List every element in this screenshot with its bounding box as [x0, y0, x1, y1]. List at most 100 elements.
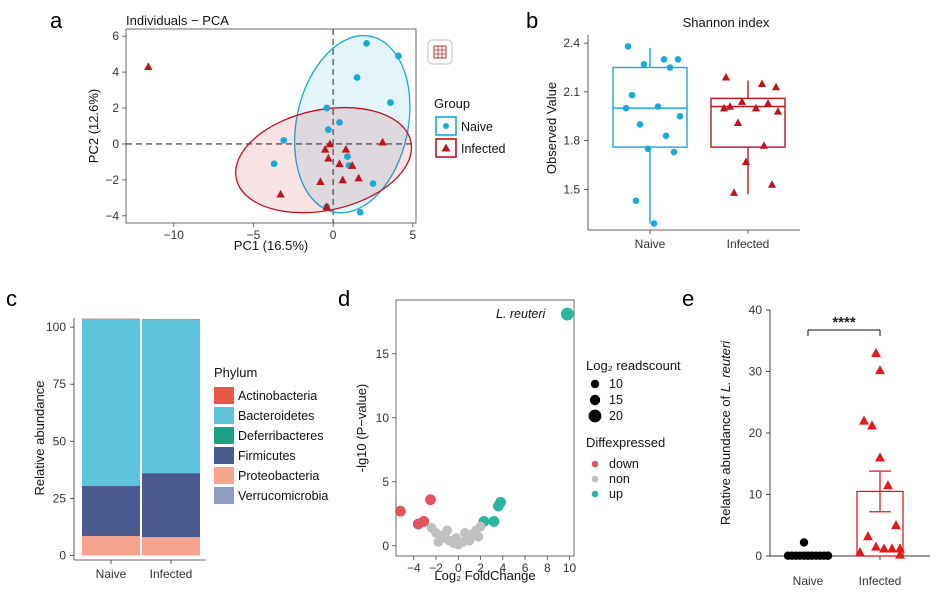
pca-point-infected — [354, 173, 363, 182]
lreuteri-ylabel-prefix: Relative abundance of — [718, 392, 733, 525]
panel-c-label: c — [6, 286, 17, 311]
significance-stars: **** — [832, 314, 856, 331]
pca-point-infected — [316, 177, 325, 185]
shannon-ytick: 1.8 — [563, 134, 580, 148]
pca-point-naive — [336, 119, 343, 126]
shannon-point — [771, 82, 781, 91]
phylum-legend-swatch — [214, 387, 234, 404]
lreuteri-point — [799, 551, 809, 560]
pca-ytick: −2 — [105, 173, 119, 187]
shannon-point — [741, 157, 751, 165]
shannon-ylabel: Observed Value — [544, 82, 559, 174]
volcano-xtick: −4 — [407, 561, 421, 575]
lreuteri-point — [815, 551, 825, 560]
volcano-annotation: L. reuteri — [496, 307, 547, 321]
lreuteri-ytick: 30 — [749, 365, 763, 379]
phylum-ytick: 50 — [53, 434, 67, 448]
lreuteri-bar-chart: 0 10 20 30 40 Naive Infected **** Relative abu… — [718, 303, 930, 588]
shannon-point — [773, 107, 783, 115]
lreuteri-point — [863, 531, 873, 541]
volcano-ytick: 0 — [382, 539, 389, 553]
pca-point-naive — [363, 39, 371, 47]
shannon-xtick: Infected — [727, 237, 770, 251]
shannon-point — [737, 97, 747, 105]
shannon-title: Shannon index — [683, 15, 770, 30]
volcano-chart: −4 −2 0 2 4 6 8 10 0 5 10 15 L. reuteri Log₂ FoldCh… — [354, 299, 681, 583]
lreuteri-ylabel: Relative abundance of L. reuteri — [718, 340, 733, 525]
pca-title: Individuals − PCA — [126, 13, 229, 28]
shannon-point — [636, 121, 644, 128]
phylum-bar-segment-bacteroidetes — [142, 320, 200, 474]
volcano-point-non — [433, 537, 444, 547]
lreuteri-point — [887, 543, 897, 553]
volcano-xtick: 0 — [455, 561, 462, 575]
volcano-xtick: −2 — [429, 561, 443, 575]
lreuteri-point — [871, 347, 881, 357]
lreuteri-point — [871, 541, 881, 551]
volcano-point-up — [492, 500, 504, 512]
pca-point-naive — [280, 136, 288, 144]
pca-point-naive — [395, 52, 402, 60]
phylum-legend-swatch — [214, 407, 234, 424]
lreuteri-ylabel-species: L. reuteri — [718, 340, 733, 392]
volcano-xtick: 8 — [544, 561, 551, 575]
shannon-point — [632, 197, 640, 205]
shannon-point — [725, 102, 735, 110]
volcano-xtick: 10 — [563, 561, 577, 575]
shannon-point — [759, 141, 769, 149]
panel-a-label: a — [50, 8, 63, 33]
pca-ellipse-naive — [293, 34, 411, 214]
volcano-color-legend-label: non — [609, 472, 630, 486]
lreuteri-ytick: 10 — [749, 488, 763, 502]
pca-ytick: −4 — [105, 209, 119, 223]
lreuteri-ytick: 0 — [755, 549, 762, 563]
volcano-xtick: 2 — [477, 561, 484, 575]
phylum-legend-label: Verrucomicrobia — [238, 489, 328, 503]
phylum-legend-label: Firmicutes — [238, 449, 296, 463]
pca-point-naive — [323, 104, 331, 112]
pca-point-naive — [344, 153, 351, 160]
pca-plot-frame — [125, 28, 417, 224]
pca-ytick: 2 — [112, 101, 119, 115]
pca-point-infected — [324, 153, 333, 162]
shannon-point — [751, 103, 761, 112]
lreuteri-point — [791, 551, 801, 560]
shannon-point — [719, 103, 729, 112]
pca-point-naive — [356, 208, 364, 216]
lreuteri-point — [807, 551, 817, 560]
volcano-color-legend-dot — [591, 475, 599, 483]
volcano-size-legend-label: 20 — [609, 409, 623, 423]
phylum-legend-label: Bacteroidetes — [238, 409, 314, 423]
lreuteri-point — [875, 452, 885, 462]
shannon-point — [733, 118, 743, 126]
lreuteri-point — [823, 551, 833, 560]
shannon-point — [644, 145, 652, 153]
pca-xtick: 0 — [330, 228, 337, 242]
volcano-xlabel: Log₂ FoldChange — [434, 568, 535, 583]
phylum-stacked-bar: 0 25 50 75 100 Naive Infected Relative abundan… — [32, 318, 328, 581]
volcano-color-legend-title: Diffexpressed — [586, 435, 665, 450]
lreuteri-point — [859, 415, 869, 425]
volcano-color-legend-label: up — [609, 487, 623, 501]
panel-d-label: d — [338, 286, 350, 311]
lreuteri-ytick: 40 — [749, 303, 763, 317]
lreuteri-point — [883, 480, 893, 490]
pca-legend-infected-label: Infected — [461, 142, 506, 156]
phylum-legend-title: Phylum — [214, 365, 257, 380]
volcano-point-down — [425, 494, 436, 506]
pca-point-infected — [276, 189, 285, 198]
volcano-point-non — [475, 521, 486, 532]
volcano-point-down — [395, 505, 406, 517]
pca-xtick: 5 — [409, 228, 416, 242]
volcano-point-non — [464, 535, 475, 546]
pca-xtick: −5 — [247, 228, 261, 242]
lreuteri-point — [895, 543, 905, 553]
volcano-size-legend-dot — [588, 409, 602, 423]
phylum-ylabel: Relative abundance — [32, 381, 47, 496]
data-table-icon[interactable] — [427, 39, 453, 65]
phylum-ytick: 75 — [53, 377, 67, 391]
lreuteri-point — [879, 543, 889, 553]
pca-point-naive — [353, 74, 361, 81]
lreuteri-point — [799, 538, 809, 547]
lreuteri-point — [891, 520, 901, 530]
